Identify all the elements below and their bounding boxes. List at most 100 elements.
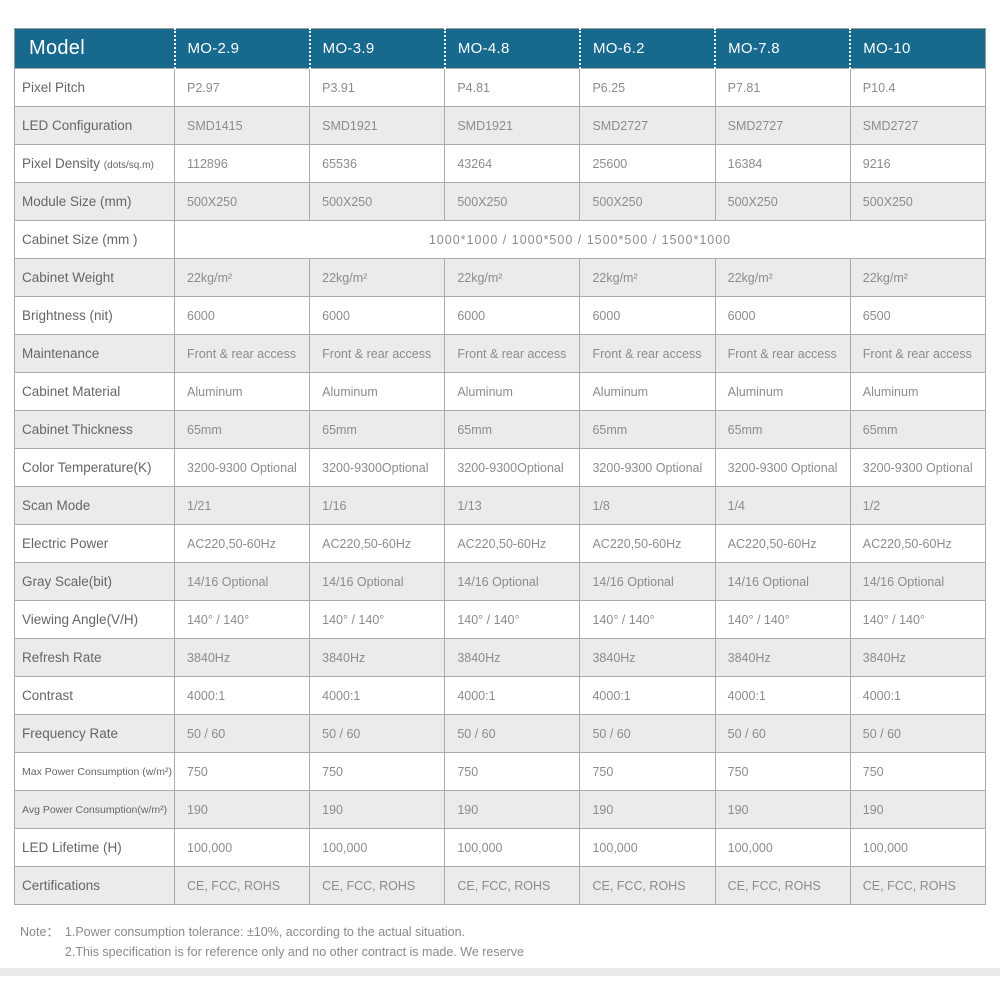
spec-cell: CE, FCC, ROHS — [173, 866, 311, 905]
table-row: Pixel Density (dots/sq.m) 112896 65536 4326… — [14, 144, 987, 183]
spec-cell: 6000 — [579, 296, 716, 335]
table-row: Avg Power Consumption(w/m²) 190 190 190 190 1… — [14, 790, 987, 829]
row-label-text: Contrast — [22, 688, 74, 703]
spec-cell: SMD2727 — [714, 106, 851, 145]
row-label-text: Pixel Pitch — [22, 80, 86, 95]
table-row: Module Size (mm) 500X250 500X250 500X250 500… — [14, 182, 987, 221]
spec-cell: AC220,50-60Hz — [309, 524, 446, 563]
spec-cell: 4000:1 — [714, 676, 851, 715]
model-column-header: MO-3.9 — [308, 28, 445, 69]
spec-cell: AC220,50-60Hz — [849, 524, 987, 563]
row-label: Maintenance — [14, 334, 175, 373]
row-label: Refresh Rate — [14, 638, 175, 677]
spec-cell: CE, FCC, ROHS — [309, 866, 446, 905]
spec-cell: SMD1921 — [309, 106, 446, 145]
spec-cell: P3.91 — [309, 68, 446, 107]
table-row: LED Configuration SMD1415 SMD1921 SMD1921 SM… — [14, 106, 987, 145]
spec-cell: P10.4 — [849, 68, 987, 107]
spec-cell: 140° / 140° — [309, 600, 446, 639]
spec-cell: 140° / 140° — [849, 600, 987, 639]
row-label: Contrast — [14, 676, 175, 715]
spec-cell: 16384 — [714, 144, 851, 183]
spec-cell: 140° / 140° — [714, 600, 851, 639]
row-label: Gray Scale(bit) — [14, 562, 175, 601]
table-row: Contrast 4000:1 4000:1 4000:1 4000:1 4000:1 40… — [14, 676, 987, 715]
table-row: Cabinet Material Aluminum Aluminum Aluminum… — [14, 372, 987, 411]
spec-cell: CE, FCC, ROHS — [444, 866, 581, 905]
footnote-label: Note： — [20, 925, 59, 939]
spec-cell: 500X250 — [173, 182, 311, 221]
spec-table: Model MO-2.9 MO-3.9 MO-4.8 MO-6.2 MO-7.8 MO-1… — [14, 28, 987, 905]
row-label-text: Viewing Angle(V/H) — [22, 612, 139, 627]
row-label-text: LED Lifetime (H) — [22, 840, 122, 855]
table-row: Gray Scale(bit) 14/16 Optional 14/16 Optio… — [14, 562, 987, 601]
spec-cell: 100,000 — [444, 828, 581, 867]
spec-cell: 3840Hz — [849, 638, 987, 677]
spec-cell: CE, FCC, ROHS — [714, 866, 851, 905]
spec-cell: 100,000 — [849, 828, 987, 867]
row-label: Avg Power Consumption(w/m²) — [14, 790, 175, 829]
spec-cell: Front & rear access — [173, 334, 311, 373]
spec-cell: 3840Hz — [579, 638, 716, 677]
footnote-lines: 1.Power consumption tolerance: ±10%, acc… — [65, 922, 524, 962]
spec-cell: 14/16 Optional — [309, 562, 446, 601]
spec-cell: 750 — [444, 752, 581, 791]
row-label-text: Gray Scale(bit) — [22, 574, 113, 589]
spec-cell: 100,000 — [714, 828, 851, 867]
model-column-header: MO-10 — [849, 28, 986, 69]
row-label: Cabinet Thickness — [14, 410, 175, 449]
spec-cell: 500X250 — [444, 182, 581, 221]
spec-cell: Aluminum — [309, 372, 446, 411]
row-label-note: (dots/sq.m) — [103, 160, 154, 171]
spec-cell: 43264 — [444, 144, 581, 183]
spec-cell: Front & rear access — [579, 334, 716, 373]
spec-cell: AC220,50-60Hz — [579, 524, 716, 563]
spec-cell: 140° / 140° — [173, 600, 311, 639]
spec-cell: 3840Hz — [444, 638, 581, 677]
row-label-text: Color Temperature(K) — [22, 460, 152, 475]
spec-cell: 3200-9300Optional — [309, 448, 446, 487]
spec-cell: Aluminum — [444, 372, 581, 411]
spec-cell: 22kg/m² — [173, 258, 311, 297]
spec-cell: 3200-9300 Optional — [579, 448, 716, 487]
spec-cell: 14/16 Optional — [579, 562, 716, 601]
row-label-text: Cabinet Size (mm ) — [22, 232, 138, 247]
spec-cell: 22kg/m² — [444, 258, 581, 297]
spec-cell: 750 — [579, 752, 716, 791]
table-row: Refresh Rate 3840Hz 3840Hz 3840Hz 3840Hz 3840… — [14, 638, 987, 677]
row-label-text: LED Configuration — [22, 118, 133, 133]
spec-cell: AC220,50-60Hz — [444, 524, 581, 563]
row-label: Brightness (nit) — [14, 296, 175, 335]
spec-cell: 190 — [714, 790, 851, 829]
spec-cell: 50 / 60 — [309, 714, 446, 753]
spec-cell: 22kg/m² — [849, 258, 987, 297]
spec-cell: 100,000 — [579, 828, 716, 867]
spec-cell: CE, FCC, ROHS — [849, 866, 987, 905]
spec-cell: SMD2727 — [849, 106, 987, 145]
spec-cell: 65mm — [309, 410, 446, 449]
row-label: Max Power Consumption (w/m²) — [14, 752, 175, 791]
row-label: Module Size (mm) — [14, 182, 175, 221]
table-row: Scan Mode 1/21 1/16 1/13 1/8 1/4 1/2 — [14, 486, 987, 525]
spec-cell: 50 / 60 — [444, 714, 581, 753]
spec-cell: 750 — [309, 752, 446, 791]
row-label-text: Max Power Consumption (w/m²) — [22, 765, 172, 778]
model-column-header: MO-4.8 — [443, 28, 580, 69]
table-row: Max Power Consumption (w/m²) 750 750 750 750… — [14, 752, 987, 791]
spec-cell: 65mm — [173, 410, 311, 449]
header-row: Model MO-2.9 MO-3.9 MO-4.8 MO-6.2 MO-7.8 MO-1… — [14, 28, 986, 69]
spec-cell: 65536 — [309, 144, 446, 183]
spec-cell: 750 — [714, 752, 851, 791]
spec-cell: 6000 — [309, 296, 446, 335]
spec-cell: 3840Hz — [309, 638, 446, 677]
row-label: Electric Power — [14, 524, 175, 563]
table-row: Cabinet Weight 22kg/m² 22kg/m² 22kg/m² 22kg/… — [14, 258, 987, 297]
row-label: Color Temperature(K) — [14, 448, 175, 487]
spec-cell: 750 — [173, 752, 311, 791]
spec-cell: AC220,50-60Hz — [173, 524, 311, 563]
row-label: Scan Mode — [14, 486, 175, 525]
spec-cell: 112896 — [173, 144, 311, 183]
spec-cell: 4000:1 — [849, 676, 987, 715]
spec-cell: SMD1921 — [444, 106, 581, 145]
spec-cell: P2.97 — [173, 68, 311, 107]
